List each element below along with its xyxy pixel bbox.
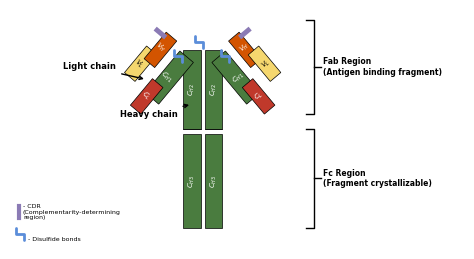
- Bar: [212, 51, 260, 104]
- Bar: [130, 79, 163, 114]
- Bar: [145, 51, 193, 104]
- Text: $V_H$: $V_H$: [153, 41, 168, 55]
- Text: Fab Region
(Antigen binding fragment): Fab Region (Antigen binding fragment): [323, 57, 442, 77]
- Bar: [144, 32, 177, 68]
- Text: $C_{H3}$: $C_{H3}$: [209, 175, 219, 188]
- Text: - Disulfide bonds: - Disulfide bonds: [28, 237, 81, 242]
- Bar: [205, 134, 222, 228]
- Text: Heavy chain: Heavy chain: [120, 104, 188, 119]
- Text: Fc Region
(Fragment crystallizable): Fc Region (Fragment crystallizable): [323, 169, 432, 188]
- Text: $V_L$: $V_L$: [260, 57, 273, 71]
- Text: $C_{H1}$: $C_{H1}$: [231, 69, 247, 86]
- Text: $V_L$: $V_L$: [132, 57, 146, 71]
- Text: $C_{H1}$: $C_{H1}$: [158, 69, 174, 86]
- Text: $C_{H2}$: $C_{H2}$: [187, 83, 197, 96]
- Bar: [183, 134, 201, 228]
- Bar: [183, 50, 201, 129]
- Bar: [228, 32, 261, 68]
- Bar: [154, 27, 167, 39]
- Bar: [242, 79, 275, 114]
- Text: Light chain: Light chain: [64, 62, 143, 80]
- Text: - CDR
(Complementarity-determining
region): - CDR (Complementarity-determining regio…: [23, 204, 121, 220]
- Text: $V_H$: $V_H$: [237, 41, 252, 55]
- Bar: [125, 46, 157, 81]
- Text: $C_L$: $C_L$: [253, 89, 266, 103]
- Text: $C_L$: $C_L$: [139, 89, 153, 103]
- Bar: [238, 27, 252, 39]
- Text: $C_{H2}$: $C_{H2}$: [209, 83, 219, 96]
- Bar: [248, 46, 281, 81]
- Text: $C_{H3}$: $C_{H3}$: [187, 175, 197, 188]
- Bar: [205, 50, 222, 129]
